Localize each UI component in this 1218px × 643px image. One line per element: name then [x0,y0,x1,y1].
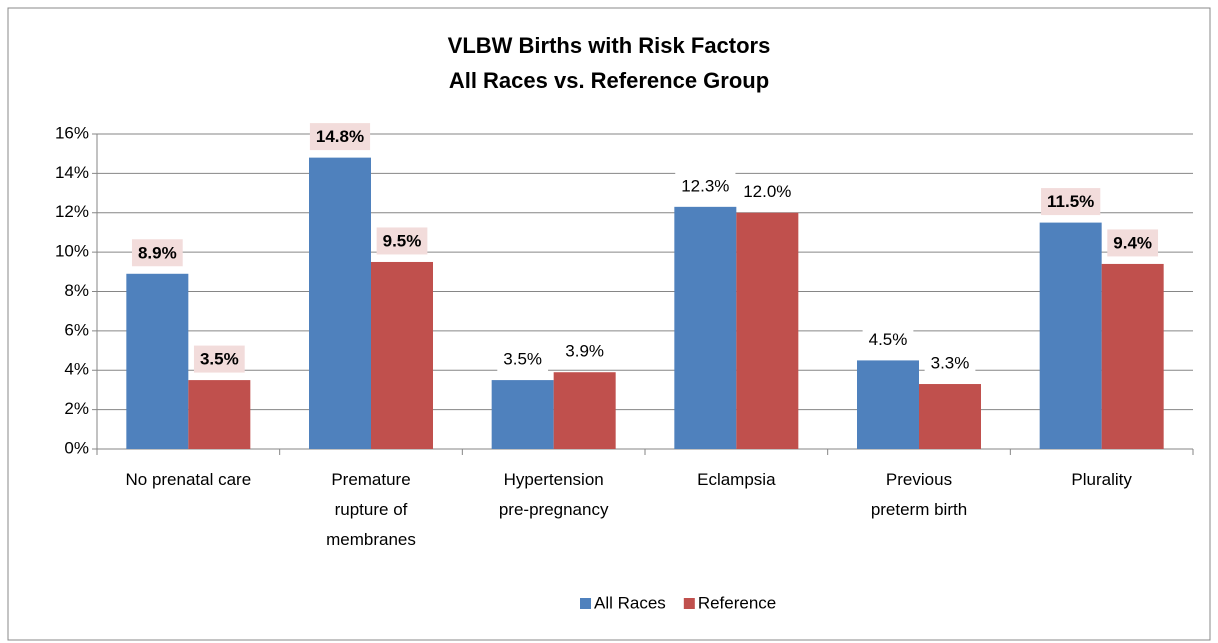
y-tick-label: 10% [55,242,89,261]
x-tick-label-line: Eclampsia [697,470,776,489]
data-label-bg [131,239,183,267]
y-tick-label: 0% [64,438,89,457]
y-tick-label: 4% [64,360,89,379]
data-label: 9.5% [383,231,422,250]
y-tick-label: 16% [55,123,89,142]
data-label: 4.5% [869,330,908,349]
bar [1101,263,1164,449]
x-tick-label-line: membranes [326,530,416,549]
data-label: 3.5% [200,350,239,369]
data-label: 3.3% [931,354,970,373]
legend-label: All Races [594,593,666,612]
chart-title: VLBW Births with Risk Factors [448,33,771,58]
y-tick-label: 6% [64,320,89,339]
y-tick-label: 2% [64,399,89,418]
data-label: 8.9% [138,243,177,262]
data-label-bg [862,325,914,353]
y-tick-label: 14% [55,163,89,182]
x-tick-label-line: pre-pregnancy [499,500,609,519]
bar [309,157,371,449]
data-label-bg [193,345,245,373]
bar [188,380,251,449]
chart-frame [7,7,1211,641]
y-tick-label: 8% [64,281,89,300]
data-label-bg [1107,229,1159,257]
legend-label: Reference [698,593,776,612]
data-label-bg [497,345,549,373]
bar [736,212,799,449]
x-tick-label: No prenatal care [125,470,251,489]
bar [1039,222,1102,449]
data-label-bg [309,123,371,151]
bar [126,273,189,449]
bar [553,372,616,449]
data-label: 12.3% [681,176,729,195]
bar [857,360,919,449]
y-tick-label: 12% [55,202,89,221]
x-tick-label-line: No prenatal care [125,470,251,489]
x-tick-label-line: Premature [331,470,410,489]
x-tick-label-line: Previous [886,470,952,489]
x-tick-label-line: Plurality [1071,470,1132,489]
data-label: 14.8% [316,127,364,146]
x-tick-label: Eclampsia [697,470,776,489]
x-tick-label: Previous preterm birth [871,470,967,519]
x-tick-label: Hypertension pre-pregnancy [499,470,609,519]
data-label-bg [737,178,798,206]
data-label-bg [924,349,976,377]
x-tick-label: Premature rupture of membranes [326,470,416,549]
chart-subtitle: All Races vs. Reference Group [449,68,769,93]
data-label: 3.9% [565,342,604,361]
data-label-bg [675,172,736,200]
data-label: 12.0% [743,182,791,201]
x-tick-label-line: preterm birth [871,500,967,519]
bar [371,261,433,449]
bar [491,380,554,449]
data-label-bg [376,227,428,255]
data-label: 3.5% [503,350,542,369]
data-label-bg [1041,188,1101,216]
data-label: 11.5% [1047,192,1094,211]
x-tick-label: Plurality [1071,470,1132,489]
x-tick-label-line: rupture of [335,500,408,519]
legend-swatch [580,598,591,609]
x-tick-label-line: Hypertension [504,470,604,489]
data-label: 9.4% [1113,233,1152,252]
bar [674,206,737,449]
bar [919,384,981,449]
data-label-bg [559,337,611,365]
legend-swatch [683,598,695,609]
